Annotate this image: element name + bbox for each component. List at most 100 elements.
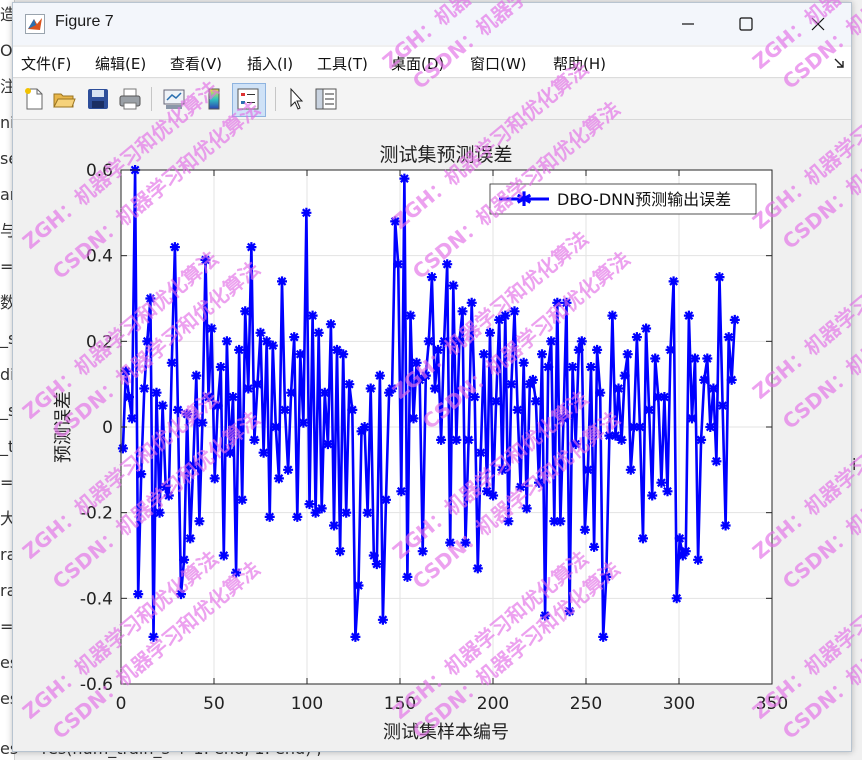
data-point bbox=[570, 439, 581, 450]
data-point bbox=[537, 349, 547, 360]
data-point bbox=[206, 323, 217, 334]
link-plot-icon[interactable] bbox=[161, 86, 187, 112]
maximize-button[interactable] bbox=[723, 9, 769, 39]
data-point bbox=[197, 417, 208, 428]
data-point bbox=[246, 242, 257, 253]
data-point bbox=[641, 323, 652, 334]
data-point bbox=[576, 336, 587, 347]
data-point bbox=[310, 507, 321, 518]
menu-help[interactable]: 帮助(H) bbox=[553, 55, 606, 73]
data-point bbox=[231, 567, 242, 578]
x-tick-label: 100 bbox=[291, 694, 323, 714]
data-point bbox=[322, 439, 333, 450]
figure-window: Figure 7 文件(F) 编辑(E) 查看(V) 插入(I) 工具(T) 桌… bbox=[12, 2, 852, 752]
menu-insert[interactable]: 插入(I) bbox=[247, 55, 294, 73]
data-point bbox=[163, 490, 174, 501]
print-icon[interactable] bbox=[117, 86, 143, 112]
data-point bbox=[500, 310, 511, 321]
new-figure-icon[interactable] bbox=[21, 86, 47, 112]
data-point bbox=[145, 293, 156, 304]
data-point bbox=[258, 447, 269, 458]
data-point bbox=[454, 336, 465, 347]
data-point bbox=[717, 400, 728, 411]
data-point bbox=[457, 306, 468, 317]
data-point bbox=[592, 344, 603, 355]
data-point bbox=[405, 310, 416, 321]
dock-arrow-icon[interactable] bbox=[833, 57, 845, 69]
x-tick-label: 150 bbox=[384, 694, 416, 714]
minimize-button[interactable] bbox=[665, 9, 711, 39]
data-point bbox=[169, 242, 180, 253]
data-point bbox=[399, 173, 410, 184]
data-point bbox=[512, 404, 523, 415]
data-point bbox=[286, 387, 297, 398]
y-tick-label: -0.6 bbox=[80, 675, 113, 695]
data-point bbox=[377, 614, 388, 625]
data-point bbox=[179, 554, 190, 565]
data-point bbox=[136, 469, 147, 480]
data-point bbox=[185, 533, 196, 544]
data-point bbox=[304, 499, 315, 510]
menu-file[interactable]: 文件(F) bbox=[21, 55, 72, 73]
data-point bbox=[497, 464, 508, 475]
close-button[interactable] bbox=[795, 9, 841, 39]
figure-canvas: 0 50 100 150 200 250 300 350 -0.6 -0.4 -0.2 0 0.2 0.4… bbox=[13, 120, 851, 751]
data-point bbox=[273, 473, 284, 484]
data-point bbox=[671, 593, 682, 604]
data-point bbox=[472, 563, 483, 574]
save-icon[interactable] bbox=[85, 86, 111, 112]
data-point bbox=[252, 379, 263, 390]
data-point bbox=[396, 486, 407, 497]
insert-colorbar-icon[interactable] bbox=[201, 86, 227, 112]
data-point bbox=[359, 422, 370, 432]
menu-window[interactable]: 窗口(W) bbox=[470, 55, 527, 73]
data-point bbox=[188, 460, 199, 471]
data-point bbox=[151, 387, 162, 398]
data-point bbox=[261, 336, 272, 347]
data-point bbox=[332, 344, 342, 355]
data-point bbox=[295, 349, 306, 360]
data-point bbox=[586, 362, 596, 372]
data-point bbox=[567, 362, 578, 372]
data-point bbox=[656, 477, 667, 488]
data-point bbox=[680, 546, 691, 557]
menu-view[interactable]: 查看(V) bbox=[170, 55, 222, 73]
y-tick-label: -0.2 bbox=[80, 504, 113, 524]
menu-desktop[interactable]: 桌面(D) bbox=[391, 55, 445, 73]
x-tick-label: 0 bbox=[116, 694, 127, 714]
data-point bbox=[702, 353, 713, 364]
data-point bbox=[243, 383, 254, 394]
background-code-fragment: = bbox=[0, 257, 13, 276]
data-point bbox=[249, 434, 260, 445]
title-bar[interactable]: Figure 7 bbox=[13, 3, 851, 45]
y-tick-label: 0.4 bbox=[86, 247, 113, 267]
x-tick-label: 50 bbox=[203, 694, 225, 714]
data-point bbox=[524, 379, 535, 390]
pointer-icon[interactable] bbox=[283, 86, 309, 112]
data-point bbox=[708, 383, 719, 394]
data-point bbox=[292, 511, 303, 522]
insert-legend-icon[interactable] bbox=[235, 86, 261, 112]
open-file-icon[interactable] bbox=[51, 86, 77, 112]
data-point bbox=[408, 413, 419, 424]
data-point bbox=[218, 550, 229, 561]
data-point bbox=[234, 344, 245, 355]
y-tick-label: 0 bbox=[102, 418, 113, 438]
data-point bbox=[558, 413, 569, 424]
data-point bbox=[298, 417, 309, 428]
data-point bbox=[255, 327, 266, 338]
menu-tools[interactable]: 工具(T) bbox=[317, 55, 368, 73]
property-inspector-icon[interactable] bbox=[313, 86, 339, 112]
data-point bbox=[316, 503, 327, 514]
data-point bbox=[723, 332, 734, 343]
data-point bbox=[625, 464, 636, 475]
data-point bbox=[313, 327, 324, 338]
menu-edit[interactable]: 编辑(E) bbox=[95, 55, 147, 73]
data-point bbox=[381, 494, 391, 505]
data-point bbox=[491, 396, 502, 407]
data-point bbox=[307, 310, 318, 321]
data-point bbox=[540, 610, 551, 621]
data-point bbox=[579, 524, 590, 535]
data-point bbox=[228, 392, 238, 402]
data-point bbox=[546, 336, 557, 347]
